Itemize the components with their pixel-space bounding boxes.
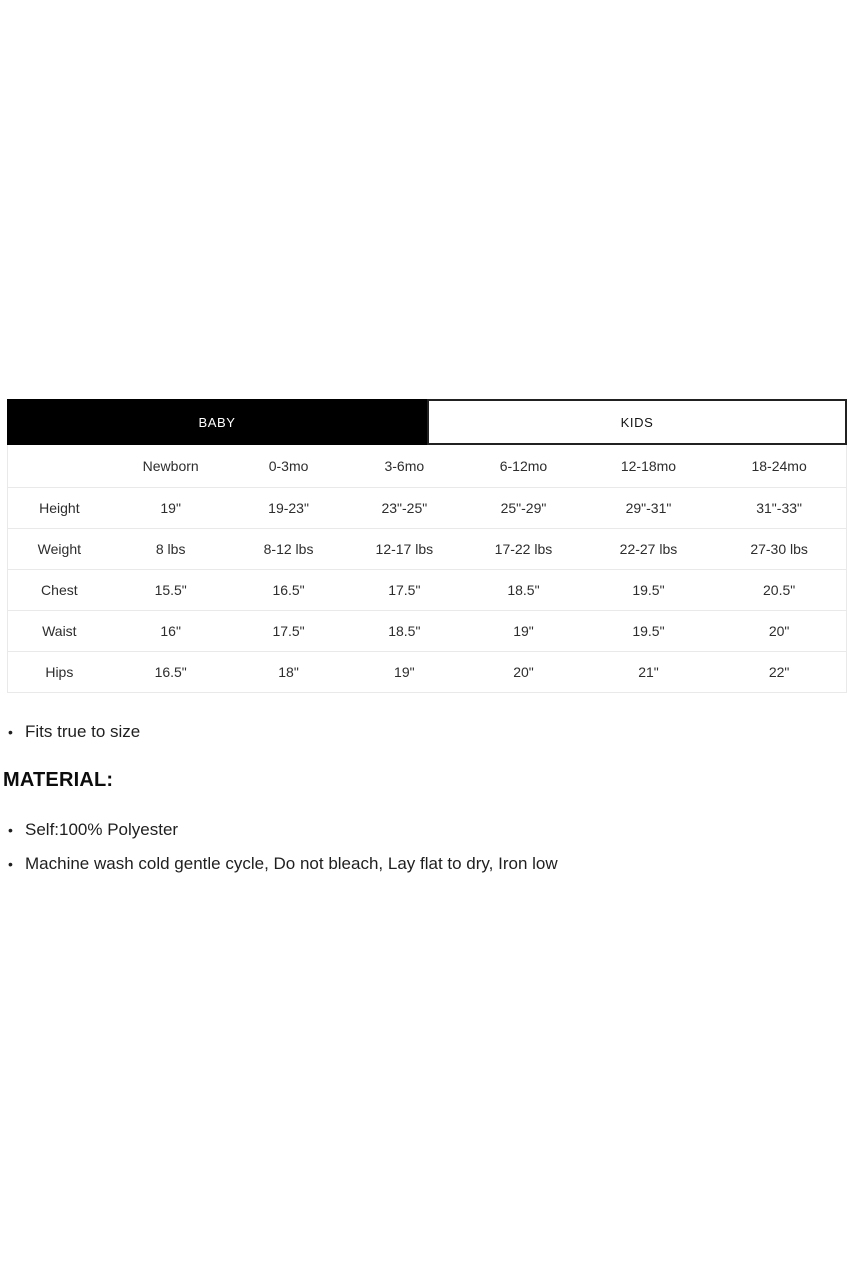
size-value-cell: 22-27 lbs	[584, 528, 713, 570]
size-value-cell: 18.5"	[462, 569, 585, 611]
row-label: Weight	[7, 528, 111, 570]
size-value-cell: 31"-33"	[712, 487, 847, 529]
column-header-0-3mo: 0-3mo	[230, 445, 347, 488]
size-value-cell: 27-30 lbs	[712, 528, 847, 570]
row-label: Chest	[7, 569, 111, 611]
row-label: Hips	[7, 651, 111, 693]
size-value-cell: 19.5"	[584, 569, 713, 611]
size-value-cell: 17-22 lbs	[462, 528, 585, 570]
material-note-care-text: Machine wash cold gentle cycle, Do not b…	[25, 854, 558, 873]
size-value-cell: 19"	[110, 487, 231, 529]
column-header-row: Newborn 0-3mo 3-6mo 6-12mo 12-18mo 18-24…	[7, 445, 847, 488]
fit-note: • Fits true to size	[3, 720, 847, 744]
table-row-height: Height 19" 19-23" 23"-25" 25"-29" 29"-31…	[7, 487, 847, 529]
size-value-cell: 22"	[712, 651, 847, 693]
size-value-cell: 19"	[346, 651, 463, 693]
size-group-kids: KIDS	[427, 399, 847, 445]
table-row-chest: Chest 15.5" 16.5" 17.5" 18.5" 19.5" 20.5…	[7, 569, 847, 611]
size-value-cell: 19.5"	[584, 610, 713, 652]
material-note-self: • Self:100% Polyester	[3, 818, 847, 842]
row-label: Waist	[7, 610, 111, 652]
size-value-cell: 17.5"	[346, 569, 463, 611]
row-label: Height	[7, 487, 111, 529]
size-value-cell: 18.5"	[346, 610, 463, 652]
bullet-icon: •	[8, 856, 13, 872]
size-value-cell: 16"	[110, 610, 231, 652]
size-value-cell: 29"-31"	[584, 487, 713, 529]
size-value-cell: 17.5"	[230, 610, 347, 652]
product-notes: • Fits true to size MATERIAL: • Self:100…	[3, 720, 847, 876]
size-group-header: BABY KIDS	[7, 399, 847, 445]
size-chart: BABY KIDS Newborn 0-3mo 3-6mo 6-12mo	[7, 399, 847, 693]
material-note-self-text: Self:100% Polyester	[25, 820, 179, 839]
size-value-cell: 20"	[712, 610, 847, 652]
size-value-cell: 23"-25"	[346, 487, 463, 529]
table-row-hips: Hips 16.5" 18" 19" 20" 21" 22"	[7, 651, 847, 693]
table-row-waist: Waist 16" 17.5" 18.5" 19" 19.5" 20"	[7, 610, 847, 652]
column-header-18-24mo: 18-24mo	[712, 445, 847, 488]
size-value-cell: 20"	[462, 651, 585, 693]
size-value-cell: 25"-29"	[462, 487, 585, 529]
size-value-cell: 19"	[462, 610, 585, 652]
column-header-blank	[7, 445, 111, 488]
size-value-cell: 15.5"	[110, 569, 231, 611]
column-header-12-18mo: 12-18mo	[584, 445, 713, 488]
size-value-cell: 16.5"	[230, 569, 347, 611]
material-heading: MATERIAL:	[3, 769, 114, 791]
fit-note-text: Fits true to size	[25, 722, 141, 741]
column-header-newborn: Newborn	[110, 445, 231, 488]
column-header-6-12mo: 6-12mo	[462, 445, 585, 488]
size-value-cell: 18"	[230, 651, 347, 693]
bullet-icon: •	[8, 822, 13, 838]
size-value-cell: 21"	[584, 651, 713, 693]
table-row-weight: Weight 8 lbs 8-12 lbs 12-17 lbs 17-22 lb…	[7, 528, 847, 570]
column-header-3-6mo: 3-6mo	[346, 445, 463, 488]
size-value-cell: 8 lbs	[110, 528, 231, 570]
size-value-cell: 12-17 lbs	[346, 528, 463, 570]
size-group-baby: BABY	[7, 399, 427, 445]
bullet-icon: •	[8, 724, 13, 740]
material-note-care: • Machine wash cold gentle cycle, Do not…	[3, 852, 847, 876]
size-value-cell: 8-12 lbs	[230, 528, 347, 570]
size-value-cell: 20.5"	[712, 569, 847, 611]
size-value-cell: 19-23"	[230, 487, 347, 529]
size-table: Newborn 0-3mo 3-6mo 6-12mo 12-18mo 18-24…	[7, 445, 847, 693]
size-value-cell: 16.5"	[110, 651, 231, 693]
